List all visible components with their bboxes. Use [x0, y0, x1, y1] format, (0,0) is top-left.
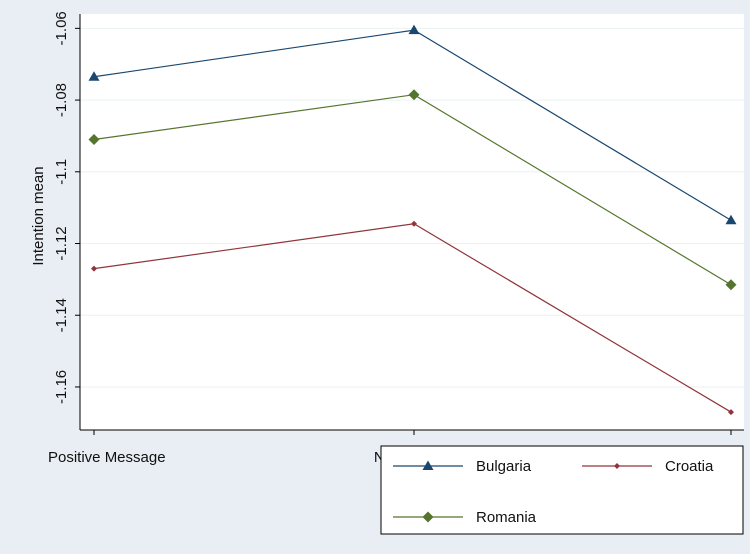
y-tick-label: -1.12 [53, 226, 70, 260]
data-point-romania [725, 279, 737, 291]
legend-marker-bulgaria [422, 460, 434, 470]
y-tick-label: -1.06 [53, 11, 70, 45]
data-point-croatia [411, 220, 417, 227]
legend-marker-romania [422, 511, 434, 523]
data-point-romania [88, 134, 100, 146]
y-axis-title: Intention mean [30, 166, 47, 265]
legend-label-romania: Romania [476, 509, 537, 526]
legend-box [380, 445, 744, 535]
y-tick-label: -1.14 [53, 298, 70, 332]
data-point-bulgaria [88, 71, 100, 81]
series-layer [88, 24, 737, 416]
legend: Bulgaria Croatia Romania [380, 445, 744, 535]
legend-label-bulgaria: Bulgaria [476, 458, 532, 475]
data-point-bulgaria [725, 214, 737, 225]
legend-label-croatia: Croatia [665, 458, 714, 475]
data-point-bulgaria [408, 24, 420, 35]
data-point-croatia [728, 409, 734, 416]
y-tick-label: -1.16 [53, 370, 70, 404]
y-tick-label: -1.08 [53, 83, 70, 117]
data-point-croatia [91, 265, 97, 272]
y-axis-ticks: -1.06 -1.08 -1.1 -1.12 -1.14 -1.16 [53, 11, 80, 404]
data-point-romania [408, 89, 420, 101]
legend-marker-croatia [614, 463, 620, 469]
y-tick-label: -1.1 [53, 159, 70, 185]
x-tick-label: Positive Message [48, 449, 166, 466]
plot-area [80, 14, 744, 430]
gridlines [80, 27, 744, 388]
